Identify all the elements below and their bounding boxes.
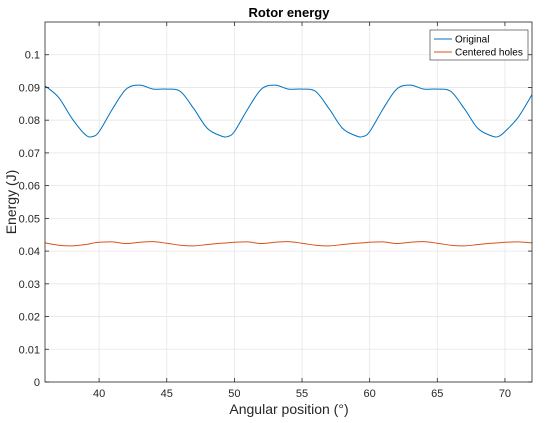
series-line-centered-holes — [44, 241, 533, 247]
series-line-original — [44, 84, 533, 138]
legend-box — [429, 29, 529, 61]
y-tick-label: 0.09 — [19, 82, 40, 94]
y-tick-label: 0.02 — [19, 312, 40, 324]
x-tick-label: 50 — [228, 388, 240, 400]
x-tick-label: 60 — [364, 388, 376, 400]
plot-area: 40 45 50 55 60 65 70 0 0.01 0.02 0.03 0.04 0.05 0.06… — [19, 21, 533, 400]
chart-title: Rotor energy — [249, 5, 331, 20]
x-tick-label: 45 — [161, 388, 173, 400]
legend: Original Centered holes — [429, 29, 529, 61]
y-tick-label: 0.03 — [19, 279, 40, 291]
x-axis-label: Angular position (°) — [229, 401, 348, 417]
x-axis-ticks: 40 45 50 55 60 65 70 — [93, 22, 511, 400]
y-tick-label: 0.07 — [19, 148, 40, 160]
y-tick-label: 0.1 — [25, 50, 40, 62]
axes-background — [45, 22, 532, 382]
y-tick-label: 0.01 — [19, 344, 40, 356]
legend-label-centered-holes: Centered holes — [455, 48, 523, 59]
x-tick-label: 65 — [431, 388, 443, 400]
x-tick-label: 70 — [499, 388, 511, 400]
axes-box — [44, 21, 533, 383]
legend-label-original: Original — [455, 35, 489, 46]
y-tick-label: 0.05 — [19, 213, 40, 225]
y-tick-label: 0.04 — [19, 246, 40, 258]
x-tick-label: 55 — [296, 388, 308, 400]
y-axis-label: Energy (J) — [3, 170, 19, 235]
y-tick-label: 0.06 — [19, 181, 40, 193]
y-tick-label: 0.08 — [19, 115, 40, 127]
y-tick-label: 0 — [34, 377, 40, 389]
series-layer — [44, 84, 533, 247]
y-axis-ticks: 0 0.01 0.02 0.03 0.04 0.05 0.06 0.07 0.08 0.09 0.1 — [19, 50, 532, 389]
x-tick-label: 40 — [93, 388, 105, 400]
